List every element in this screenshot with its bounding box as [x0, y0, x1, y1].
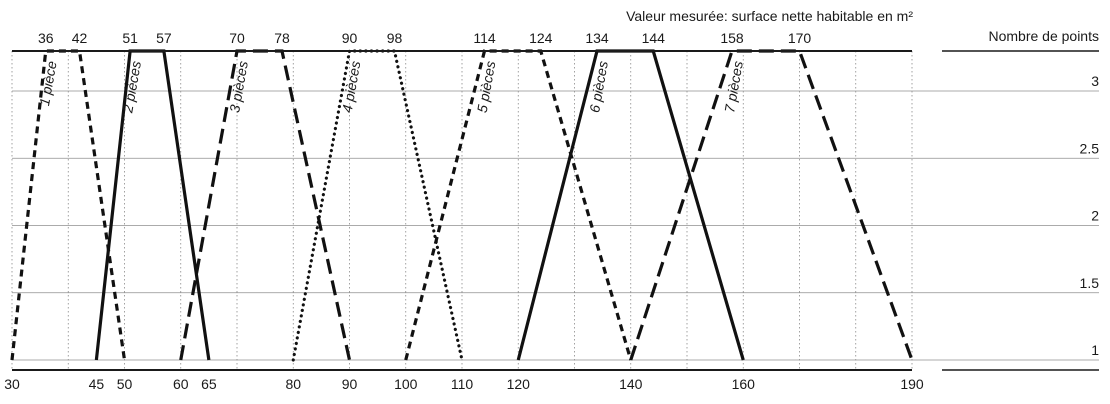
x-tick-top: 78 [274, 30, 290, 46]
series-lines [10, 49, 914, 362]
x-tick-top: 90 [342, 30, 358, 46]
x-tick-top: 170 [788, 30, 812, 46]
y-tick-label: 3 [1091, 73, 1099, 89]
series-line-7 [629, 49, 914, 361]
x-tick-bottom: 90 [342, 376, 358, 392]
x-tick-top: 134 [585, 30, 609, 46]
x-tick-top: 144 [642, 30, 666, 46]
series-line-2 [94, 49, 211, 361]
series-label-1: 1 pièce [36, 60, 60, 107]
series-label-6: 6 pièces [586, 60, 611, 114]
x-tick-bottom: 60 [173, 376, 189, 392]
series-label-2: 2 pièces [119, 60, 144, 115]
x-tick-bottom: 45 [89, 376, 105, 392]
x-tick-bottom: 160 [732, 376, 756, 392]
grid [11, 51, 1099, 370]
axes [12, 50, 1099, 371]
y-tick-label: 2.5 [1080, 140, 1100, 156]
series-label-4: 4 pièces [339, 60, 364, 114]
x-tick-bottom: 100 [394, 376, 418, 392]
y-tick-label: 1.5 [1080, 275, 1100, 291]
x-tick-top: 36 [38, 30, 54, 46]
series-label-3: 3 pièces [226, 60, 251, 114]
series-label-5: 5 pièces [474, 60, 499, 114]
x-tick-top: 42 [72, 30, 88, 46]
x-tick-top: 51 [122, 30, 138, 46]
x-tick-top: 158 [720, 30, 744, 46]
x-tick-top: 70 [229, 30, 245, 46]
series-line-3 [179, 49, 352, 361]
x-tick-bottom: 80 [285, 376, 301, 392]
y-axis-title: Nombre de points [988, 28, 1099, 44]
y-tick-label: 2 [1091, 208, 1099, 224]
x-tick-top: 114 [473, 30, 496, 46]
x-tick-bottom: 120 [507, 376, 531, 392]
x-tick-top: 98 [387, 30, 403, 46]
x-tick-top: 124 [529, 30, 553, 46]
x-axis-title: Valeur mesurée: surface nette habitable … [626, 8, 913, 24]
series-line-6 [516, 49, 745, 361]
y-tick-label: 1 [1091, 342, 1099, 358]
x-tick-top: 57 [156, 30, 172, 46]
x-tick-bottom: 110 [451, 376, 474, 392]
x-tick-bottom: 190 [900, 376, 924, 392]
series-label-7: 7 pièces [721, 60, 746, 114]
x-tick-bottom: 65 [201, 376, 217, 392]
series-line-4 [291, 49, 464, 362]
series-line-5 [404, 49, 633, 361]
x-tick-bottom: 140 [619, 376, 643, 392]
x-tick-bottom: 30 [4, 376, 20, 392]
x-tick-bottom: 50 [117, 376, 133, 392]
series-line-1 [10, 49, 127, 361]
